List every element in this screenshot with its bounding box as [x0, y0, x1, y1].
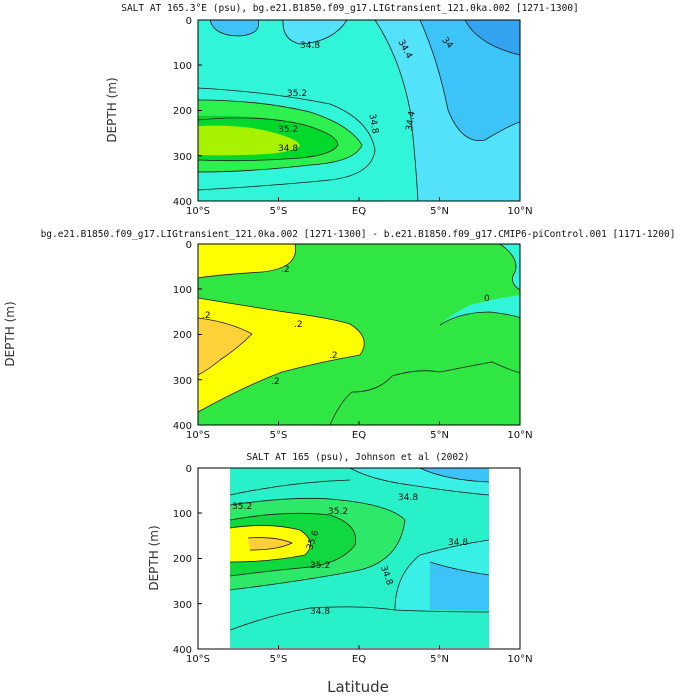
panel1-xtick-label: 10°S	[186, 206, 210, 217]
panel1-xtick-label: EQ	[352, 206, 366, 217]
panel2-xtick-label: 5°N	[430, 430, 449, 441]
panel1-contour-label: 34.8	[278, 144, 298, 154]
panel2-xtick-label: 10°N	[507, 430, 532, 441]
panel3-xtick-label: 5°N	[430, 654, 449, 665]
panel1-field-blue-east	[420, 20, 520, 141]
panel3-ytick-label: 100	[173, 509, 192, 520]
panel1-contour-label: 35.2	[278, 125, 298, 135]
panel3-xtick-label: 10°S	[186, 654, 210, 665]
panel3-ytick-label: 300	[173, 600, 192, 611]
panel3-contour-label: 34.8	[448, 538, 468, 548]
panel1-y-axis-label: DEPTH (m)	[105, 77, 119, 142]
panel2-contour-label: .2	[281, 265, 290, 275]
panel1-field-deepblue-east	[465, 20, 520, 55]
panel1-ticks	[197, 19, 521, 202]
panel3-ytick-label: 400	[173, 645, 192, 656]
panel2-field-gold	[198, 318, 252, 375]
panel2-xtick-label: EQ	[352, 430, 366, 441]
panel3-contour-label: 35.2	[232, 502, 252, 512]
panel2-ytick-label: 300	[173, 376, 192, 387]
panel3-xtick-label: EQ	[352, 654, 366, 665]
panel2-ytick-label: 0	[186, 240, 192, 251]
panel3-title: SALT AT 165 (psu), Johnson et al (2002)	[246, 452, 469, 463]
panel3-contour-label: 34.8	[310, 607, 330, 617]
panel1-field-lightblue	[198, 20, 347, 44]
panel3-ticks	[197, 467, 521, 650]
panel2-ticks	[197, 243, 521, 426]
panel1-xtick-label: 10°N	[507, 206, 532, 217]
panel2-ytick-label: 200	[173, 330, 192, 341]
panel3-contour-label: 35.2	[328, 507, 348, 517]
panel1-contour-label: 34.4	[405, 110, 418, 132]
panel1-plot: 10°S 5°S EQ 5°N 10°N 0 100 200 300 400 D…	[105, 16, 533, 217]
panel2-ytick-label: 100	[173, 285, 192, 296]
panel3-contour-lines	[230, 468, 489, 631]
panel3-contour-label: 35.2	[310, 561, 330, 571]
panel1-contour-label: 34.8	[366, 113, 379, 135]
panel2-contour-lines	[198, 244, 520, 425]
panel3-ytick-label: 0	[186, 464, 192, 475]
x-axis-label: Latitude	[327, 678, 389, 696]
panel3-xtick-label: 5°S	[270, 654, 288, 665]
panel3-ytick-label: 200	[173, 554, 192, 565]
panel2-contour-label: 0	[484, 294, 490, 304]
panel2-contour-label: .2	[329, 351, 338, 361]
panel1-ytick-label: 0	[186, 16, 192, 27]
panel1-ytick-label: 400	[173, 197, 192, 208]
panel2-ytick-label: 400	[173, 421, 192, 432]
panel2-contour-label: .2	[202, 311, 211, 321]
panel1-ytick-label: 300	[173, 152, 192, 163]
panel2-xtick-label: 10°S	[186, 430, 210, 441]
panel1-xtick-label: 5°N	[430, 206, 449, 217]
panel1-xtick-label: 5°S	[270, 206, 288, 217]
panel2-field-yellow-top	[198, 244, 296, 278]
panel1-ytick-label: 200	[173, 106, 192, 117]
panel1-title: SALT AT 165.3°E (psu), bg.e21.B1850.f09_…	[121, 3, 579, 14]
panel2-field-yellow-mid	[198, 298, 365, 412]
panel2-title: bg.e21.B1850.f09_g17.LIGtransient_121.0k…	[41, 229, 676, 240]
panel1-contour-label: 34.8	[300, 41, 320, 51]
panel2-xtick-label: 5°S	[270, 430, 288, 441]
panel2-contour-label: .2	[271, 377, 280, 387]
panel3-y-axis-label: DEPTH (m)	[147, 525, 161, 590]
panel3-xtick-label: 10°N	[507, 654, 532, 665]
panel1-contour-label: 35.2	[287, 89, 307, 99]
panel3-contour-label: 34.8	[398, 493, 418, 503]
panel2-plot: 10°S 5°S EQ 5°N 10°N 0 100 200 300 400 D…	[3, 240, 533, 441]
panel3-plot: 10°S 5°S EQ 5°N 10°N 0 100 200 300 400 D…	[147, 464, 533, 696]
panel1-field-lime	[198, 125, 300, 156]
panel1-contour-lines	[198, 20, 520, 201]
panel1-field-blue-top	[210, 20, 259, 36]
panel2-field-cyan	[440, 244, 520, 325]
panel3-field-blue	[420, 468, 489, 610]
panel1-ytick-label: 100	[173, 61, 192, 72]
panel2-contour-label: .2	[294, 320, 303, 330]
panel2-y-axis-label: DEPTH (m)	[3, 301, 17, 366]
